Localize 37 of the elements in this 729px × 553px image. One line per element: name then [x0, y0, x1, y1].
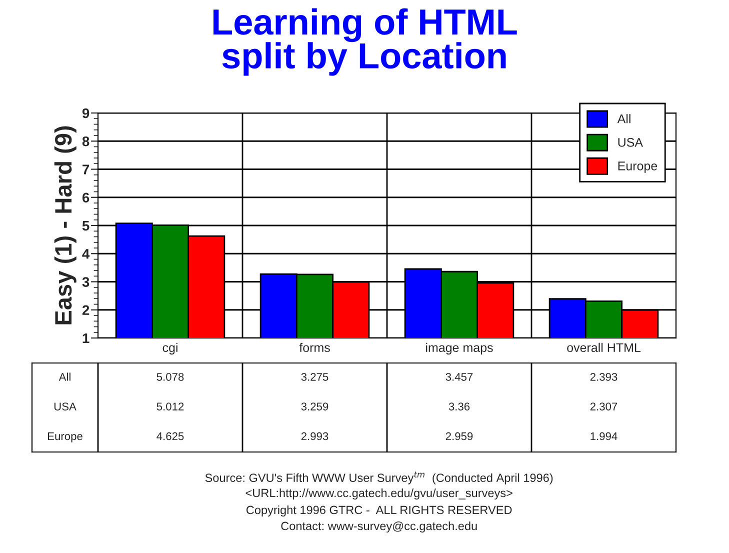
y-tick-label: 8	[82, 136, 90, 146]
data-label: 5.012	[156, 402, 184, 410]
text: USA	[54, 402, 76, 410]
data-label: 3.457	[446, 372, 473, 381]
chart-title: Learning of HTML split by Location	[213, 8, 517, 76]
x-tick-label: image maps	[426, 342, 493, 355]
data-label: 3.36	[448, 402, 470, 410]
text: <URL:http://www.cc.gatech.edu/gvu/user_surveys>	[246, 488, 512, 500]
text: Europe	[48, 432, 82, 442]
y-tick-label: 9	[82, 108, 90, 118]
data-label: 5.078	[156, 372, 184, 381]
y-tick-label: 3	[82, 277, 90, 287]
text: All	[58, 372, 70, 381]
y-tick-label: 1	[82, 333, 90, 344]
source-note: Source: GVU's Fifth WWW User Survey$^{tm}$ (Conducted April 1996)	[205, 472, 553, 484]
x-tick-label: cgi	[162, 342, 178, 355]
data-label: 3.259	[301, 402, 328, 410]
y-tick-label: 6	[82, 192, 90, 203]
y-tick-label: 4	[82, 249, 90, 259]
y-tick-label: 5	[82, 220, 90, 231]
y-tick-label: 2	[82, 305, 90, 315]
data-label: 3.275	[301, 372, 328, 381]
y-tick-label: 7	[82, 164, 90, 174]
data-label: 1.994	[590, 432, 618, 440]
data-label: 2.393	[590, 372, 618, 381]
legend-label: All	[617, 114, 630, 124]
legend-label: Europe	[618, 162, 658, 173]
data-label: 2.959	[446, 432, 473, 440]
data-label: 2.307	[590, 402, 618, 410]
x-tick-label: overall HTML	[567, 342, 640, 352]
y-axis-title: Easy (1) - Hard (9)	[54, 126, 76, 324]
x-tick-label: forms	[299, 342, 330, 352]
text: Contact: www-survey@cc.gatech.edu	[281, 521, 477, 533]
data-label: 4.625	[156, 432, 184, 440]
text: Copyright 1996 GTRC - ALL RIGHTS RESERVED	[246, 505, 512, 517]
legend-label: USA	[618, 138, 643, 147]
data-label: 2.993	[301, 432, 328, 440]
